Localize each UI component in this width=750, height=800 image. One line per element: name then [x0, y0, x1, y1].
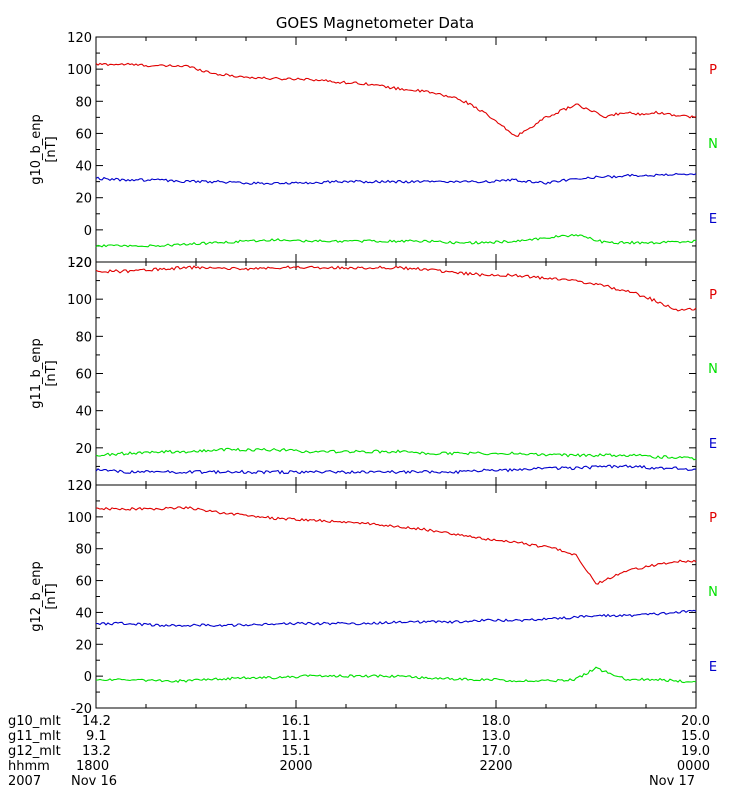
legend-label-p: P	[709, 511, 717, 526]
legend-label-p: P	[709, 63, 717, 78]
y-tick-label: 20	[75, 442, 92, 457]
footer-row-date: 2007 Nov 16 Nov 17	[0, 774, 750, 789]
footer-value: 11.1	[281, 729, 311, 744]
y-tick-label: 80	[75, 543, 92, 558]
legend-label-n: N	[708, 585, 718, 600]
y-tick-label: 0	[84, 224, 92, 239]
y-axis-label: g11_b_enp	[29, 338, 44, 409]
series-line-p	[95, 62, 697, 137]
footer-value: 19.0	[681, 744, 710, 759]
footer-value: 0000	[676, 759, 710, 774]
footer-value: 2200	[479, 759, 513, 774]
footer-value: Nov 16	[71, 774, 118, 789]
y-tick-label: 120	[67, 31, 92, 46]
footer-row-g10-mlt: g10_mlt 14.2 16.1 18.0 20.0	[0, 714, 750, 729]
footer-value: 20.0	[681, 714, 710, 729]
y-axis-unit: [nT]	[44, 360, 59, 386]
footer-value: 9.1	[86, 729, 107, 744]
y-tick-label: 80	[75, 95, 92, 110]
series-line-n	[95, 609, 697, 628]
y-tick-label: 40	[75, 606, 92, 621]
footer-value: 14.2	[82, 714, 111, 729]
series-line-p	[95, 506, 697, 585]
footer-row-label: g10_mlt	[8, 714, 61, 729]
y-tick-label: 100	[67, 293, 92, 308]
y-tick-label: 20	[75, 192, 92, 207]
footer-row-g12-mlt: g12_mlt 13.2 15.1 17.0 19.0	[0, 744, 750, 759]
legend-label-e: E	[709, 437, 717, 452]
footer-row-g11-mlt: g11_mlt 9.1 11.1 13.0 15.0	[0, 729, 750, 744]
footer-value: 13.0	[481, 729, 511, 744]
y-axis-label: g12_b_enp	[29, 561, 44, 632]
footer-row-label: g11_mlt	[8, 729, 61, 744]
footer-value: 16.1	[281, 714, 311, 729]
y-tick-label: 60	[75, 127, 92, 142]
y-axis-unit: [nT]	[44, 136, 59, 162]
panel-frame	[95, 261, 697, 486]
y-tick-label: 40	[75, 160, 92, 175]
y-tick-label: 60	[75, 368, 92, 383]
panel-frame	[95, 484, 697, 709]
footer-row-hhmm: hhmm 1800 2000 2200 0000	[0, 759, 750, 774]
y-tick-label: 0	[84, 479, 92, 494]
time-axis-footer: g10_mlt 14.2 16.1 18.0 20.0 g11_mlt 9.1 …	[0, 714, 750, 800]
footer-value: 15.0	[681, 729, 710, 744]
legend-label-p: P	[709, 288, 717, 303]
legend-label-e: E	[709, 212, 717, 227]
y-axis-label: g10_b_enp	[29, 114, 44, 185]
footer-value: 15.1	[281, 744, 311, 759]
footer-value: 17.0	[481, 744, 511, 759]
y-tick-label: -20	[71, 702, 92, 714]
series-line-p	[95, 265, 697, 312]
footer-value: 13.2	[82, 744, 111, 759]
legend-label-n: N	[708, 137, 718, 152]
footer-row-label: g12_mlt	[8, 744, 61, 759]
y-tick-label: 100	[67, 511, 92, 526]
legend-label-e: E	[709, 660, 717, 675]
y-axis-unit: [nT]	[44, 583, 59, 609]
footer-row-label: hhmm	[8, 759, 50, 774]
y-tick-label: 60	[75, 575, 92, 590]
y-tick-label: -20	[71, 256, 92, 271]
y-tick-label: 120	[67, 256, 92, 271]
chart-title: GOES Magnetometer Data	[275, 14, 475, 32]
y-tick-label: 100	[67, 63, 92, 78]
footer-value: 18.0	[481, 714, 511, 729]
y-tick-label: 20	[75, 638, 92, 653]
series-line-e	[95, 464, 697, 475]
footer-value: 1800	[76, 759, 110, 774]
y-tick-label: 0	[84, 670, 92, 685]
legend-label-n: N	[708, 362, 718, 377]
series-line-e	[95, 666, 697, 684]
series-line-n	[95, 447, 697, 461]
footer-value: 2000	[279, 759, 313, 774]
series-line-n	[95, 172, 697, 186]
y-tick-label: 40	[75, 405, 92, 420]
footer-row-label: 2007	[8, 774, 42, 789]
footer-value: Nov 17	[648, 774, 695, 789]
series-line-e	[95, 233, 697, 248]
y-tick-label: 80	[75, 330, 92, 345]
panel-frame	[95, 36, 697, 263]
y-tick-label: 120	[67, 479, 92, 494]
